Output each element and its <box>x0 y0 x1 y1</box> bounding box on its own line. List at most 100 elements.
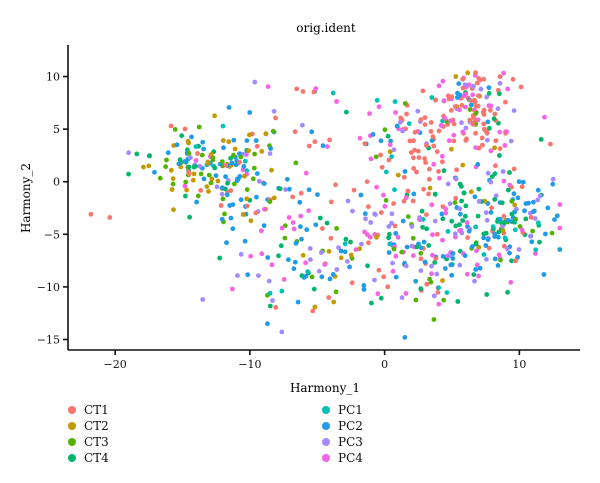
y-tick-label: −15 <box>37 333 60 346</box>
data-point-ct2 <box>232 146 238 152</box>
data-point-pc2 <box>297 199 303 205</box>
data-point-ct1 <box>473 104 479 109</box>
data-point-ct3 <box>309 274 315 280</box>
data-point-pc4 <box>182 183 188 189</box>
data-point-ct1 <box>501 213 507 219</box>
data-point-pc3 <box>391 147 397 153</box>
data-point-ct2 <box>208 152 214 157</box>
data-point-pc3 <box>463 125 469 131</box>
data-point-pc4 <box>411 253 416 258</box>
data-point-ct2 <box>312 304 318 310</box>
data-point-ct1 <box>351 187 357 193</box>
data-point-pc2 <box>224 192 230 198</box>
data-point-pc4 <box>502 143 508 148</box>
data-point-pc4 <box>430 252 435 258</box>
data-point-ct4 <box>183 193 188 199</box>
data-point-ct1 <box>379 164 385 170</box>
data-point-ct3 <box>252 151 257 157</box>
data-point-pc2 <box>481 235 486 241</box>
data-point-ct4 <box>491 116 497 122</box>
data-point-ct1 <box>418 117 424 123</box>
data-point-ct4 <box>537 239 542 245</box>
data-point-pc4 <box>474 262 480 268</box>
data-point-pc2 <box>400 218 406 224</box>
data-point-ct2 <box>185 138 191 144</box>
data-point-ct3 <box>405 214 411 220</box>
data-point-ct2 <box>338 255 344 261</box>
data-point-ct1 <box>401 174 407 180</box>
data-point-ct3 <box>222 211 227 217</box>
data-point-ct4 <box>509 211 515 217</box>
data-point-pc2 <box>486 85 492 90</box>
data-point-pc3 <box>537 193 543 199</box>
data-point-ct1 <box>300 89 306 94</box>
data-point-pc4 <box>457 228 463 233</box>
data-point-ct1 <box>433 256 439 261</box>
data-point-pc3 <box>434 271 440 277</box>
data-point-ct1 <box>426 191 431 197</box>
data-point-ct1 <box>405 188 411 194</box>
data-point-ct4 <box>486 91 492 96</box>
data-point-pc2 <box>299 236 304 242</box>
data-point-ct4 <box>512 219 517 225</box>
data-point-ct1 <box>366 240 371 246</box>
data-point-pc2 <box>201 176 207 182</box>
data-point-pc1 <box>445 229 451 234</box>
data-point-ct1 <box>493 138 499 144</box>
data-point-pc2 <box>361 287 367 292</box>
data-point-ct3 <box>172 126 178 132</box>
data-point-pc4 <box>324 144 330 150</box>
data-point-pc2 <box>247 110 253 115</box>
legend-dot-icon <box>322 422 330 430</box>
data-point-pc4 <box>496 252 502 258</box>
legend-column-1: CT1 CT2 CT3 CT4 <box>68 402 109 466</box>
data-point-pc2 <box>230 226 236 232</box>
data-point-ct2 <box>476 244 482 250</box>
data-point-pc3 <box>319 250 324 255</box>
data-point-pc4 <box>259 228 264 234</box>
data-point-ct4 <box>507 170 512 175</box>
data-point-ct4 <box>278 243 284 249</box>
legend-dot-icon <box>68 454 76 462</box>
data-point-ct1 <box>548 141 553 147</box>
data-point-pc4 <box>440 237 445 243</box>
data-point-pc3 <box>483 210 489 216</box>
data-point-ct1 <box>237 159 242 165</box>
data-point-ct1 <box>497 146 503 152</box>
data-point-pc3 <box>500 169 506 174</box>
data-point-ct1 <box>473 130 478 136</box>
data-point-pc3 <box>484 94 490 100</box>
data-point-pc4 <box>441 98 447 103</box>
data-point-pc4 <box>457 107 462 113</box>
data-point-pc4 <box>387 142 393 148</box>
data-point-pc2 <box>231 137 237 143</box>
data-point-pc2 <box>439 211 445 217</box>
data-point-pc4 <box>439 153 445 159</box>
data-point-pc3 <box>550 176 556 182</box>
data-point-ct3 <box>282 235 288 241</box>
data-point-pc3 <box>457 206 463 212</box>
data-point-pc2 <box>531 199 536 205</box>
data-point-pc2 <box>226 105 232 110</box>
data-point-pc4 <box>374 184 379 190</box>
legend-item-pc1: PC1 <box>322 402 363 418</box>
data-point-pc2 <box>293 240 299 246</box>
data-point-ct3 <box>163 164 169 170</box>
data-point-ct1 <box>519 184 525 190</box>
data-point-ct4 <box>492 197 498 202</box>
data-point-pc1 <box>533 247 539 253</box>
data-point-pc1 <box>490 224 496 230</box>
data-point-ct1 <box>333 182 338 188</box>
data-point-pc2 <box>402 169 408 174</box>
data-point-ct1 <box>349 280 355 286</box>
data-point-pc4 <box>451 132 457 138</box>
data-point-pc3 <box>345 198 351 204</box>
data-point-ct1 <box>294 86 300 92</box>
data-point-pc4 <box>461 93 467 99</box>
data-point-pc1 <box>267 290 273 296</box>
data-point-pc4 <box>381 192 386 198</box>
data-point-pc2 <box>221 145 226 151</box>
data-point-ct1 <box>391 201 396 207</box>
data-point-ct4 <box>501 220 507 226</box>
data-point-pc3 <box>528 233 533 239</box>
